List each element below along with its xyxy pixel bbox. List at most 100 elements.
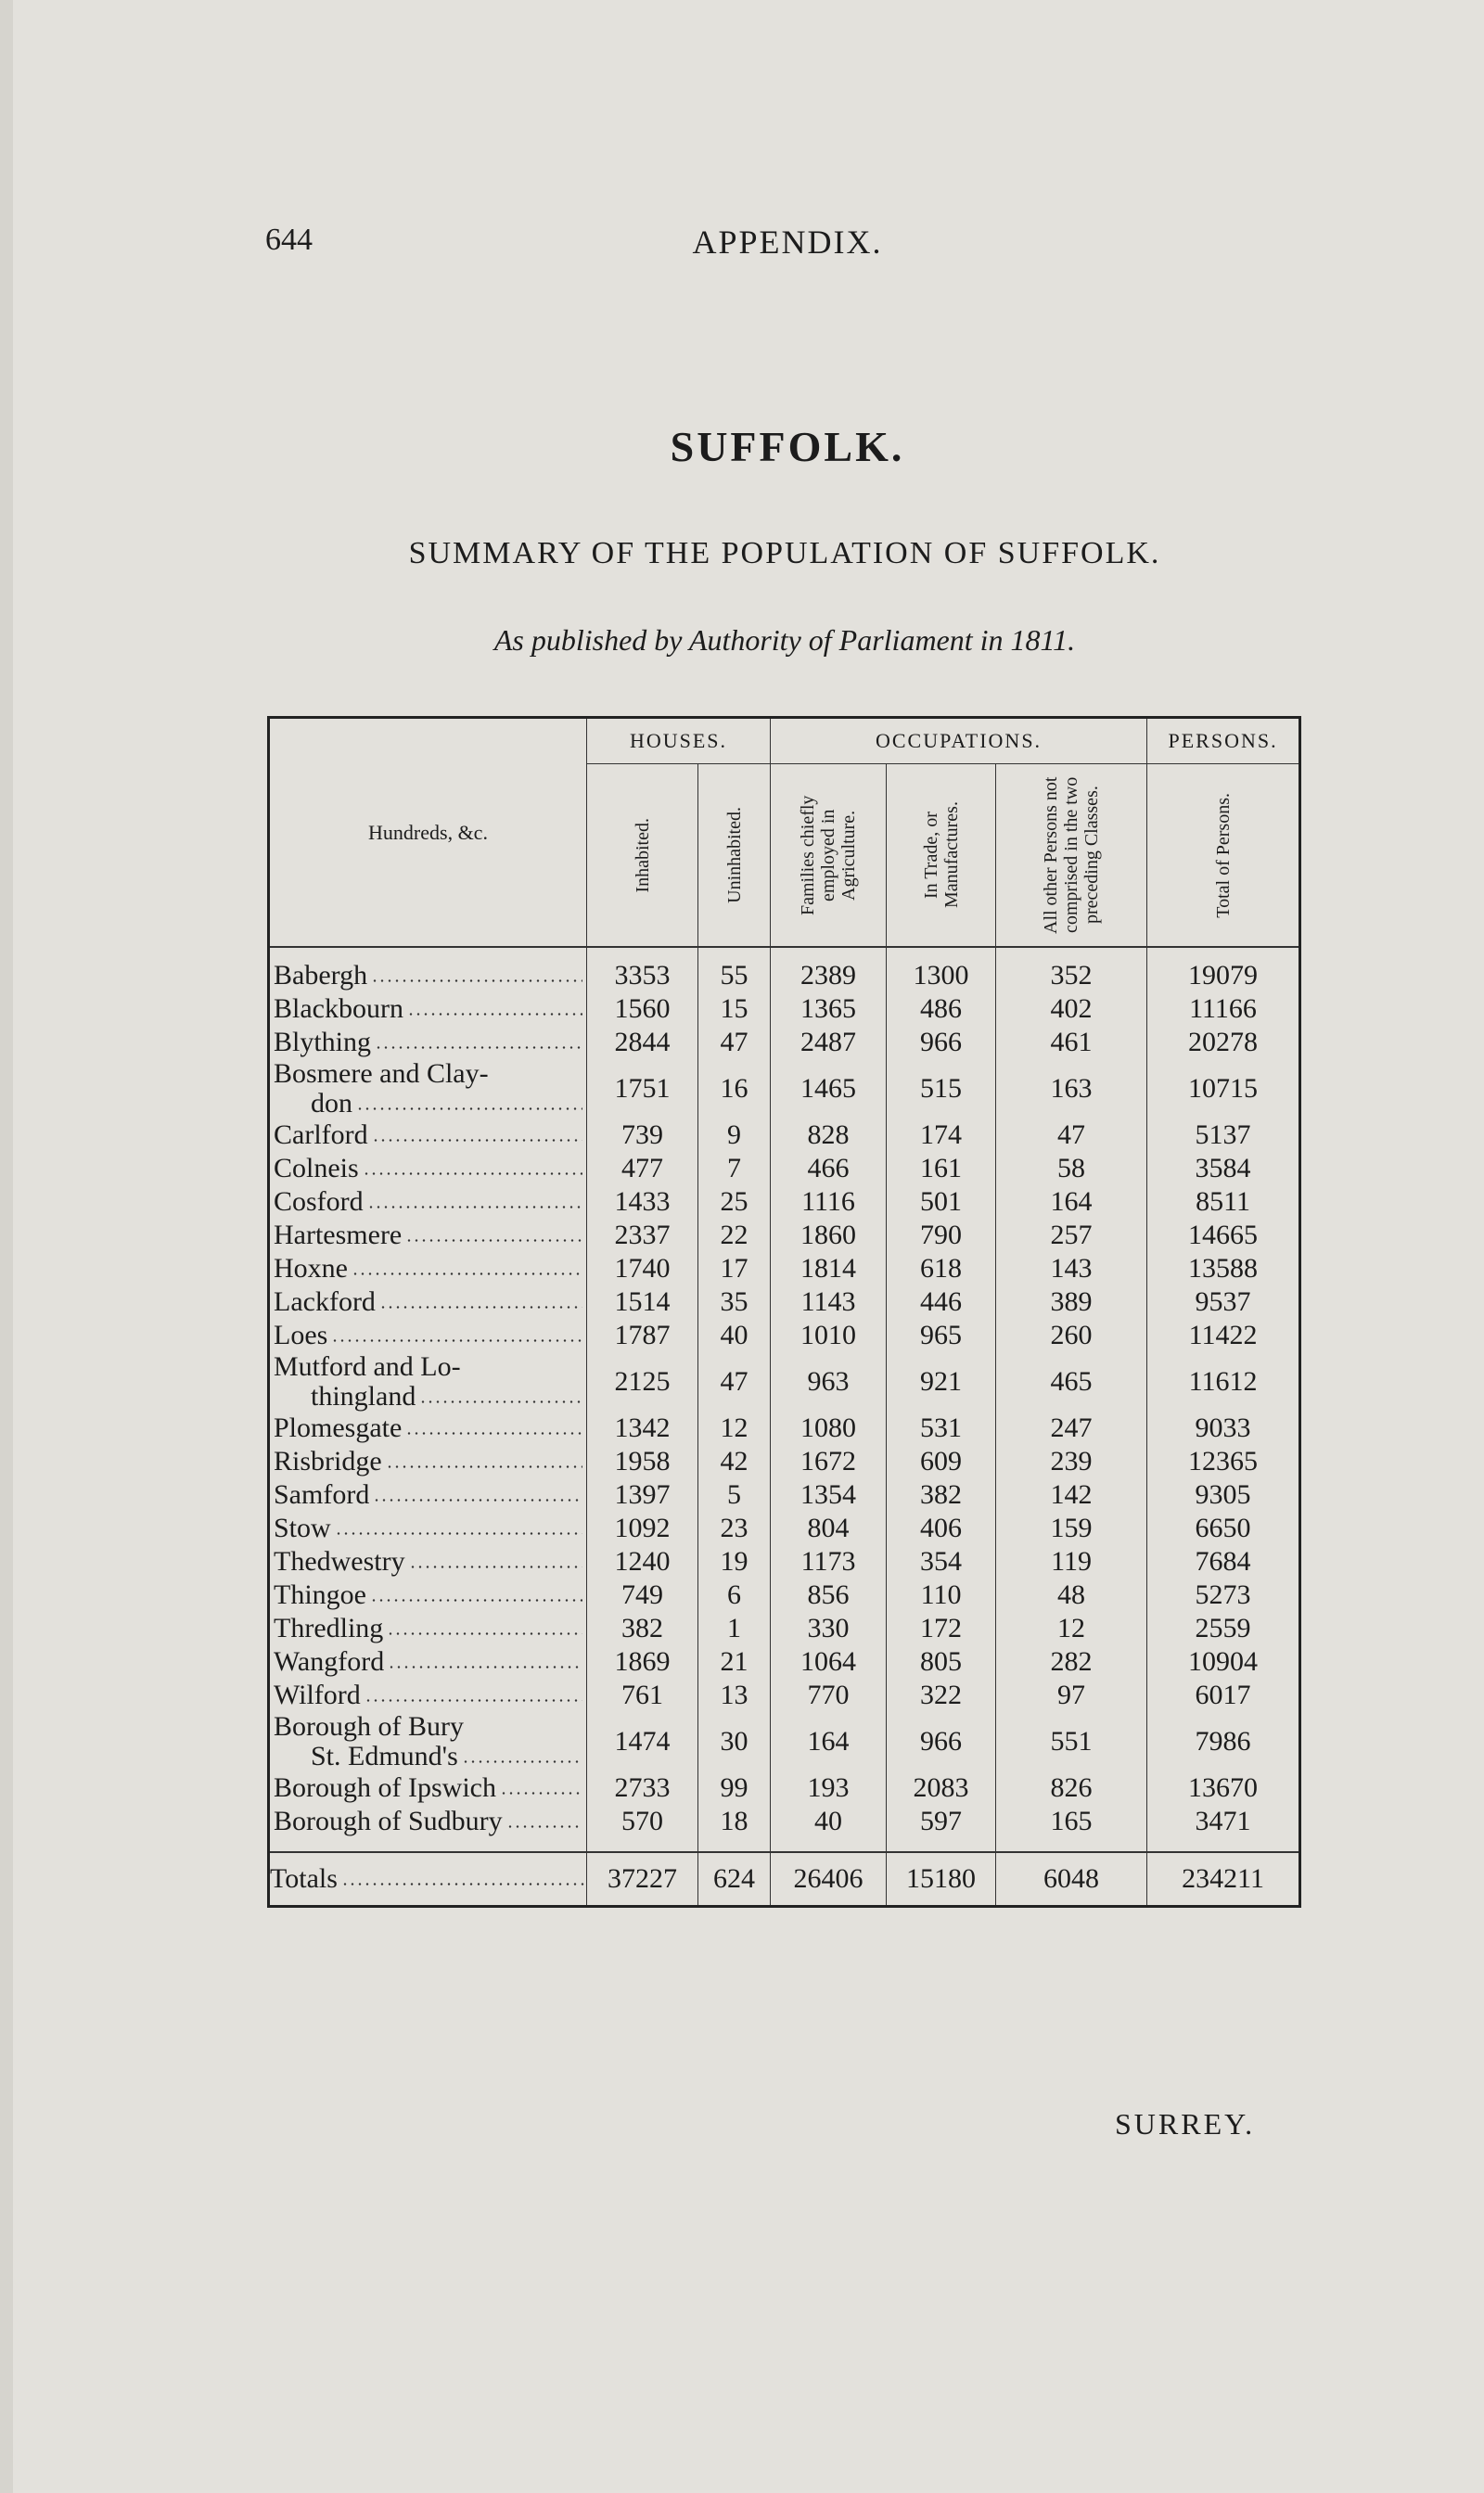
- group-header: HOUSES.: [585, 717, 771, 764]
- cell-value: 1433: [586, 1185, 698, 1219]
- row-label: Stow: [269, 1512, 587, 1545]
- cell-value: 55: [697, 946, 771, 992]
- cell-value: 966: [886, 1712, 996, 1771]
- cell-value: 1064: [770, 1645, 887, 1679]
- row-label-text: Blything: [274, 1027, 372, 1057]
- row-label: Bosmere and Clay-don: [269, 1059, 587, 1119]
- cell-value: 26406: [770, 1851, 887, 1907]
- cell-value: 20278: [1146, 1026, 1300, 1059]
- cell-value: 165: [995, 1805, 1147, 1852]
- row-label-text: Mutford and Lo-: [274, 1351, 461, 1382]
- cell-value: 119: [995, 1545, 1147, 1579]
- leader-dots: [356, 1107, 582, 1110]
- row-label-line: Cosford: [274, 1187, 582, 1217]
- row-label: Borough of Ipswich: [269, 1771, 587, 1805]
- cell-value: 234211: [1146, 1851, 1300, 1907]
- leader-dots: [505, 1825, 582, 1828]
- cell-value: 2559: [1146, 1612, 1300, 1645]
- cell-value: 6650: [1146, 1512, 1300, 1545]
- cell-value: 19079: [1146, 946, 1300, 992]
- row-label: Borough of Bury St. Edmund's: [269, 1712, 587, 1771]
- table-row: Cosford 1433 25 1116 501 164 8511: [269, 1185, 1300, 1219]
- cell-value: 143: [995, 1252, 1147, 1285]
- row-label-text: Lackford: [274, 1286, 376, 1317]
- cell-value: 6: [697, 1579, 771, 1612]
- leader-dots: [419, 1400, 582, 1403]
- row-label-text: Blackbourn: [274, 993, 403, 1024]
- cell-value: 10715: [1146, 1059, 1300, 1119]
- leader-dots: [373, 1499, 582, 1502]
- cell-value: 2083: [886, 1771, 996, 1805]
- cell-value: 466: [770, 1152, 887, 1185]
- row-label-text: Totals: [270, 1863, 338, 1894]
- table-row: Borough of Sudbury 570 18 40 597 165 3471: [269, 1805, 1300, 1852]
- leader-dots: [405, 1432, 582, 1435]
- cell-value: 13588: [1146, 1252, 1300, 1285]
- cell-value: 247: [995, 1412, 1147, 1445]
- cell-value: 1751: [586, 1059, 698, 1119]
- page-number: 644: [265, 223, 313, 257]
- cell-value: 1814: [770, 1252, 887, 1285]
- cell-value: 3584: [1146, 1152, 1300, 1185]
- cell-value: 354: [886, 1545, 996, 1579]
- cell-value: 1860: [770, 1219, 887, 1252]
- column-header-text: In Trade, or Manufactures.: [920, 801, 962, 909]
- row-label-line: Thredling: [274, 1614, 582, 1643]
- column-header-text: Hundreds, &c.: [368, 820, 488, 844]
- cell-value: 330: [770, 1612, 887, 1645]
- cell-value: 1787: [586, 1319, 698, 1352]
- row-label-text: Borough of Sudbury: [274, 1806, 503, 1836]
- cell-value: 2125: [586, 1352, 698, 1412]
- column-header-text: Uninhabited.: [723, 807, 745, 903]
- cell-value: 1010: [770, 1319, 887, 1352]
- cell-value: 40: [770, 1805, 887, 1852]
- row-label: Plomesgate: [269, 1412, 587, 1445]
- cell-value: 2389: [770, 946, 887, 992]
- row-label-line: Babergh: [274, 961, 582, 991]
- row-label-line: Hoxne: [274, 1254, 582, 1284]
- cell-value: 142: [995, 1478, 1147, 1512]
- cell-value: 13670: [1146, 1771, 1300, 1805]
- group-header: OCCUPATIONS.: [770, 717, 1147, 764]
- cell-value: 18: [697, 1805, 771, 1852]
- cell-value: 406: [886, 1512, 996, 1545]
- cell-value: 19: [697, 1545, 771, 1579]
- cell-value: 7684: [1146, 1545, 1300, 1579]
- cell-value: 97: [995, 1679, 1147, 1712]
- cell-value: 965: [886, 1319, 996, 1352]
- cell-value: 35: [697, 1285, 771, 1319]
- table-row: Thingoe 749 6 856 110 48 5273: [269, 1579, 1300, 1612]
- table-row: Colneis 477 7 466 161 58 3584: [269, 1152, 1300, 1185]
- cell-value: 163: [995, 1059, 1147, 1119]
- row-label-line: Samford: [274, 1480, 582, 1510]
- row-label-line: Mutford and Lo-: [274, 1352, 582, 1382]
- cell-value: 14665: [1146, 1219, 1300, 1252]
- catchword: SURREY.: [1115, 2107, 1256, 2141]
- leader-dots: [461, 1760, 582, 1763]
- cell-value: 2733: [586, 1771, 698, 1805]
- table-row: Wilford 761 13 770 322 97 6017: [269, 1679, 1300, 1712]
- row-label-line: Blything: [274, 1028, 582, 1057]
- row-label-text: Stow: [274, 1513, 331, 1543]
- cell-value: 531: [886, 1412, 996, 1445]
- cell-value: 6017: [1146, 1679, 1300, 1712]
- cell-value: 10904: [1146, 1645, 1300, 1679]
- row-label-text: don: [311, 1088, 352, 1119]
- cell-value: 172: [886, 1612, 996, 1645]
- cell-value: 9: [697, 1119, 771, 1152]
- row-label-line: Borough of Ipswich: [274, 1773, 582, 1803]
- running-title: APPENDIX.: [692, 224, 883, 261]
- cell-value: 17: [697, 1252, 771, 1285]
- cell-value: 8511: [1146, 1185, 1300, 1219]
- cell-value: 856: [770, 1579, 887, 1612]
- cell-value: 16: [697, 1059, 771, 1119]
- cell-value: 2337: [586, 1219, 698, 1252]
- cell-value: 963: [770, 1352, 887, 1412]
- table-row: Loes 1787 40 1010 965 260 11422: [269, 1319, 1300, 1352]
- cell-value: 1: [697, 1612, 771, 1645]
- row-label-line: Thingoe: [274, 1580, 582, 1610]
- leader-dots: [331, 1339, 582, 1342]
- row-label: Thingoe: [269, 1579, 587, 1612]
- table-row: Plomesgate 1342 12 1080 531 247 9033: [269, 1412, 1300, 1445]
- row-label: Loes: [269, 1319, 587, 1352]
